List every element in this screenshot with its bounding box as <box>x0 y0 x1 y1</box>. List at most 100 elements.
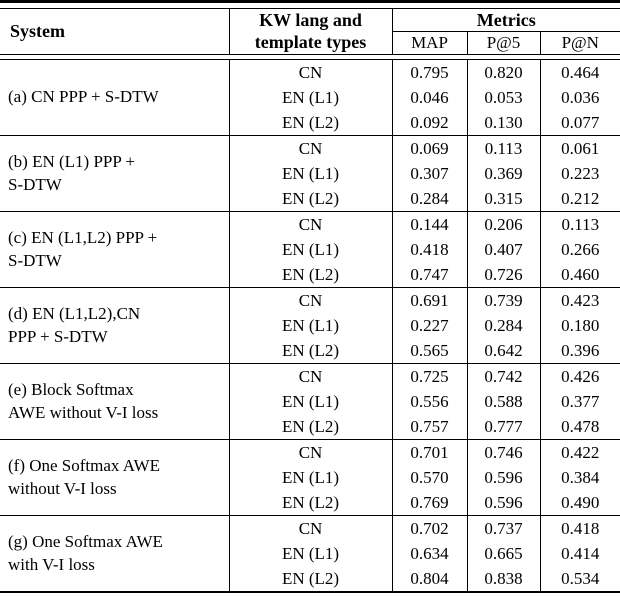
metric-value-cell: 0.396 <box>539 338 620 364</box>
metric-value-cell: 0.746 <box>466 439 540 465</box>
metric-value-cell: 0.418 <box>391 237 467 262</box>
kw-type-cell: EN (L1) <box>228 541 392 566</box>
metric-value-cell: 0.691 <box>391 287 467 313</box>
metric-value-cell: 0.490 <box>539 490 620 516</box>
column-header-kw-lang: KW lang and template types <box>228 9 392 55</box>
header-double-rule <box>0 54 620 60</box>
metric-value-cell: 0.747 <box>391 262 467 288</box>
metric-value-cell: 0.739 <box>466 287 540 313</box>
column-header-p-at-5: P@5 <box>466 31 540 55</box>
system-cell: (e) Block Softmax AWE without V-I loss <box>0 363 229 440</box>
table-row: EN (L2) 0.565 0.642 0.396 <box>0 338 620 364</box>
kw-type-cell: EN (L2) <box>228 566 392 591</box>
kw-type-cell: EN (L2) <box>228 414 392 440</box>
kw-type-cell: CN <box>228 59 392 85</box>
bottom-rule-upper <box>0 591 620 593</box>
metric-value-cell: 0.634 <box>391 541 467 566</box>
metric-value-cell: 0.384 <box>539 465 620 490</box>
metric-value-cell: 0.804 <box>391 566 467 591</box>
metric-value-cell: 0.284 <box>391 186 467 212</box>
column-header-map: MAP <box>391 31 467 55</box>
metric-value-cell: 0.701 <box>391 439 467 465</box>
table-row: EN (L1) 0.570 0.596 0.384 <box>0 465 620 490</box>
system-cell: (g) One Softmax AWE with V-I loss <box>0 515 229 591</box>
column-header-system: System <box>10 21 65 41</box>
metric-value-cell: 0.212 <box>539 186 620 212</box>
kw-type-cell: EN (L2) <box>228 338 392 364</box>
metric-value-cell: 0.665 <box>466 541 540 566</box>
metric-value-cell: 0.423 <box>539 287 620 313</box>
table-row: (f) One Softmax AWE without V-I loss CN 0.7… <box>0 439 620 516</box>
metric-value-cell: 0.315 <box>466 186 540 212</box>
table-row: (d) EN (L1,L2),CN PPP + S-DTW CN 0.691 0.739… <box>0 287 620 364</box>
kw-header-line1: KW lang and <box>259 9 362 30</box>
metric-value-cell: 0.284 <box>466 313 540 338</box>
metric-value-cell: 0.266 <box>539 237 620 262</box>
top-rule-thin <box>0 8 620 9</box>
table-row: (g) One Softmax AWE with V-I loss CN 0.702 0… <box>0 515 620 591</box>
metric-value-cell: 0.377 <box>539 389 620 414</box>
kw-type-cell: CN <box>228 211 392 237</box>
table-row: (e) Block Softmax AWE without V-I loss CN 0… <box>0 363 620 440</box>
metric-value-cell: 0.726 <box>466 262 540 288</box>
metric-value-cell: 0.180 <box>539 313 620 338</box>
metric-value-cell: 0.053 <box>466 85 540 110</box>
kw-type-cell: EN (L1) <box>228 313 392 338</box>
table-row: EN (L1) 0.634 0.665 0.414 <box>0 541 620 566</box>
kw-type-cell: EN (L1) <box>228 465 392 490</box>
kw-type-cell: CN <box>228 287 392 313</box>
metric-value-cell: 0.556 <box>391 389 467 414</box>
table-row: EN (L2) 0.092 0.130 0.077 <box>0 110 620 136</box>
results-table: System KW lang and template types Metric… <box>0 9 620 591</box>
kw-header-line2: template types <box>254 31 367 52</box>
metric-value-cell: 0.795 <box>391 59 467 85</box>
metric-value-cell: 0.061 <box>539 135 620 161</box>
table-row: EN (L2) 0.757 0.777 0.478 <box>0 414 620 440</box>
metric-value-cell: 0.642 <box>466 338 540 364</box>
metric-value-cell: 0.757 <box>391 414 467 440</box>
metric-value-cell: 0.588 <box>466 389 540 414</box>
table-header: System KW lang and template types Metric… <box>0 9 620 60</box>
metric-value-cell: 0.130 <box>466 110 540 136</box>
metric-value-cell: 0.838 <box>466 566 540 591</box>
column-header-metrics: Metrics <box>391 9 620 32</box>
system-cell: (d) EN (L1,L2),CN PPP + S-DTW <box>0 287 229 364</box>
metric-value-cell: 0.307 <box>391 161 467 186</box>
metric-value-cell: 0.422 <box>539 439 620 465</box>
kw-type-cell: CN <box>228 439 392 465</box>
top-rule-thick <box>0 0 620 3</box>
system-cell: (b) EN (L1) PPP + S-DTW <box>0 135 229 212</box>
table-row: EN (L2) 0.747 0.726 0.460 <box>0 262 620 288</box>
metric-value-cell: 0.407 <box>466 237 540 262</box>
metric-value-cell: 0.414 <box>539 541 620 566</box>
table-row: EN (L2) 0.804 0.838 0.534 <box>0 566 620 591</box>
metric-value-cell: 0.737 <box>466 515 540 541</box>
metric-value-cell: 0.206 <box>466 211 540 237</box>
metric-value-cell: 0.077 <box>539 110 620 136</box>
metric-value-cell: 0.702 <box>391 515 467 541</box>
table-row: EN (L1) 0.227 0.284 0.180 <box>0 313 620 338</box>
system-cell: (f) One Softmax AWE without V-I loss <box>0 439 229 516</box>
metric-value-cell: 0.113 <box>466 135 540 161</box>
metric-value-cell: 0.369 <box>466 161 540 186</box>
metric-value-cell: 0.460 <box>539 262 620 288</box>
kw-type-cell: EN (L1) <box>228 85 392 110</box>
system-cell: (a) CN PPP + S-DTW <box>8 87 159 107</box>
kw-type-cell: EN (L1) <box>228 161 392 186</box>
column-header-p-at-n: P@N <box>539 31 620 55</box>
metric-value-cell: 0.046 <box>391 85 467 110</box>
metric-value-cell: 0.534 <box>539 566 620 591</box>
kw-type-cell: EN (L1) <box>228 389 392 414</box>
metric-value-cell: 0.725 <box>391 363 467 389</box>
metric-value-cell: 0.464 <box>539 59 620 85</box>
table-body: (a) CN PPP + S-DTW CN 0.795 0.820 0.464 EN (L… <box>0 59 620 591</box>
metric-value-cell: 0.144 <box>391 211 467 237</box>
metric-value-cell: 0.596 <box>466 490 540 516</box>
metric-value-cell: 0.596 <box>466 465 540 490</box>
metric-value-cell: 0.777 <box>466 414 540 440</box>
metric-value-cell: 0.769 <box>391 490 467 516</box>
metric-value-cell: 0.570 <box>391 465 467 490</box>
metric-value-cell: 0.036 <box>539 85 620 110</box>
metric-value-cell: 0.092 <box>391 110 467 136</box>
